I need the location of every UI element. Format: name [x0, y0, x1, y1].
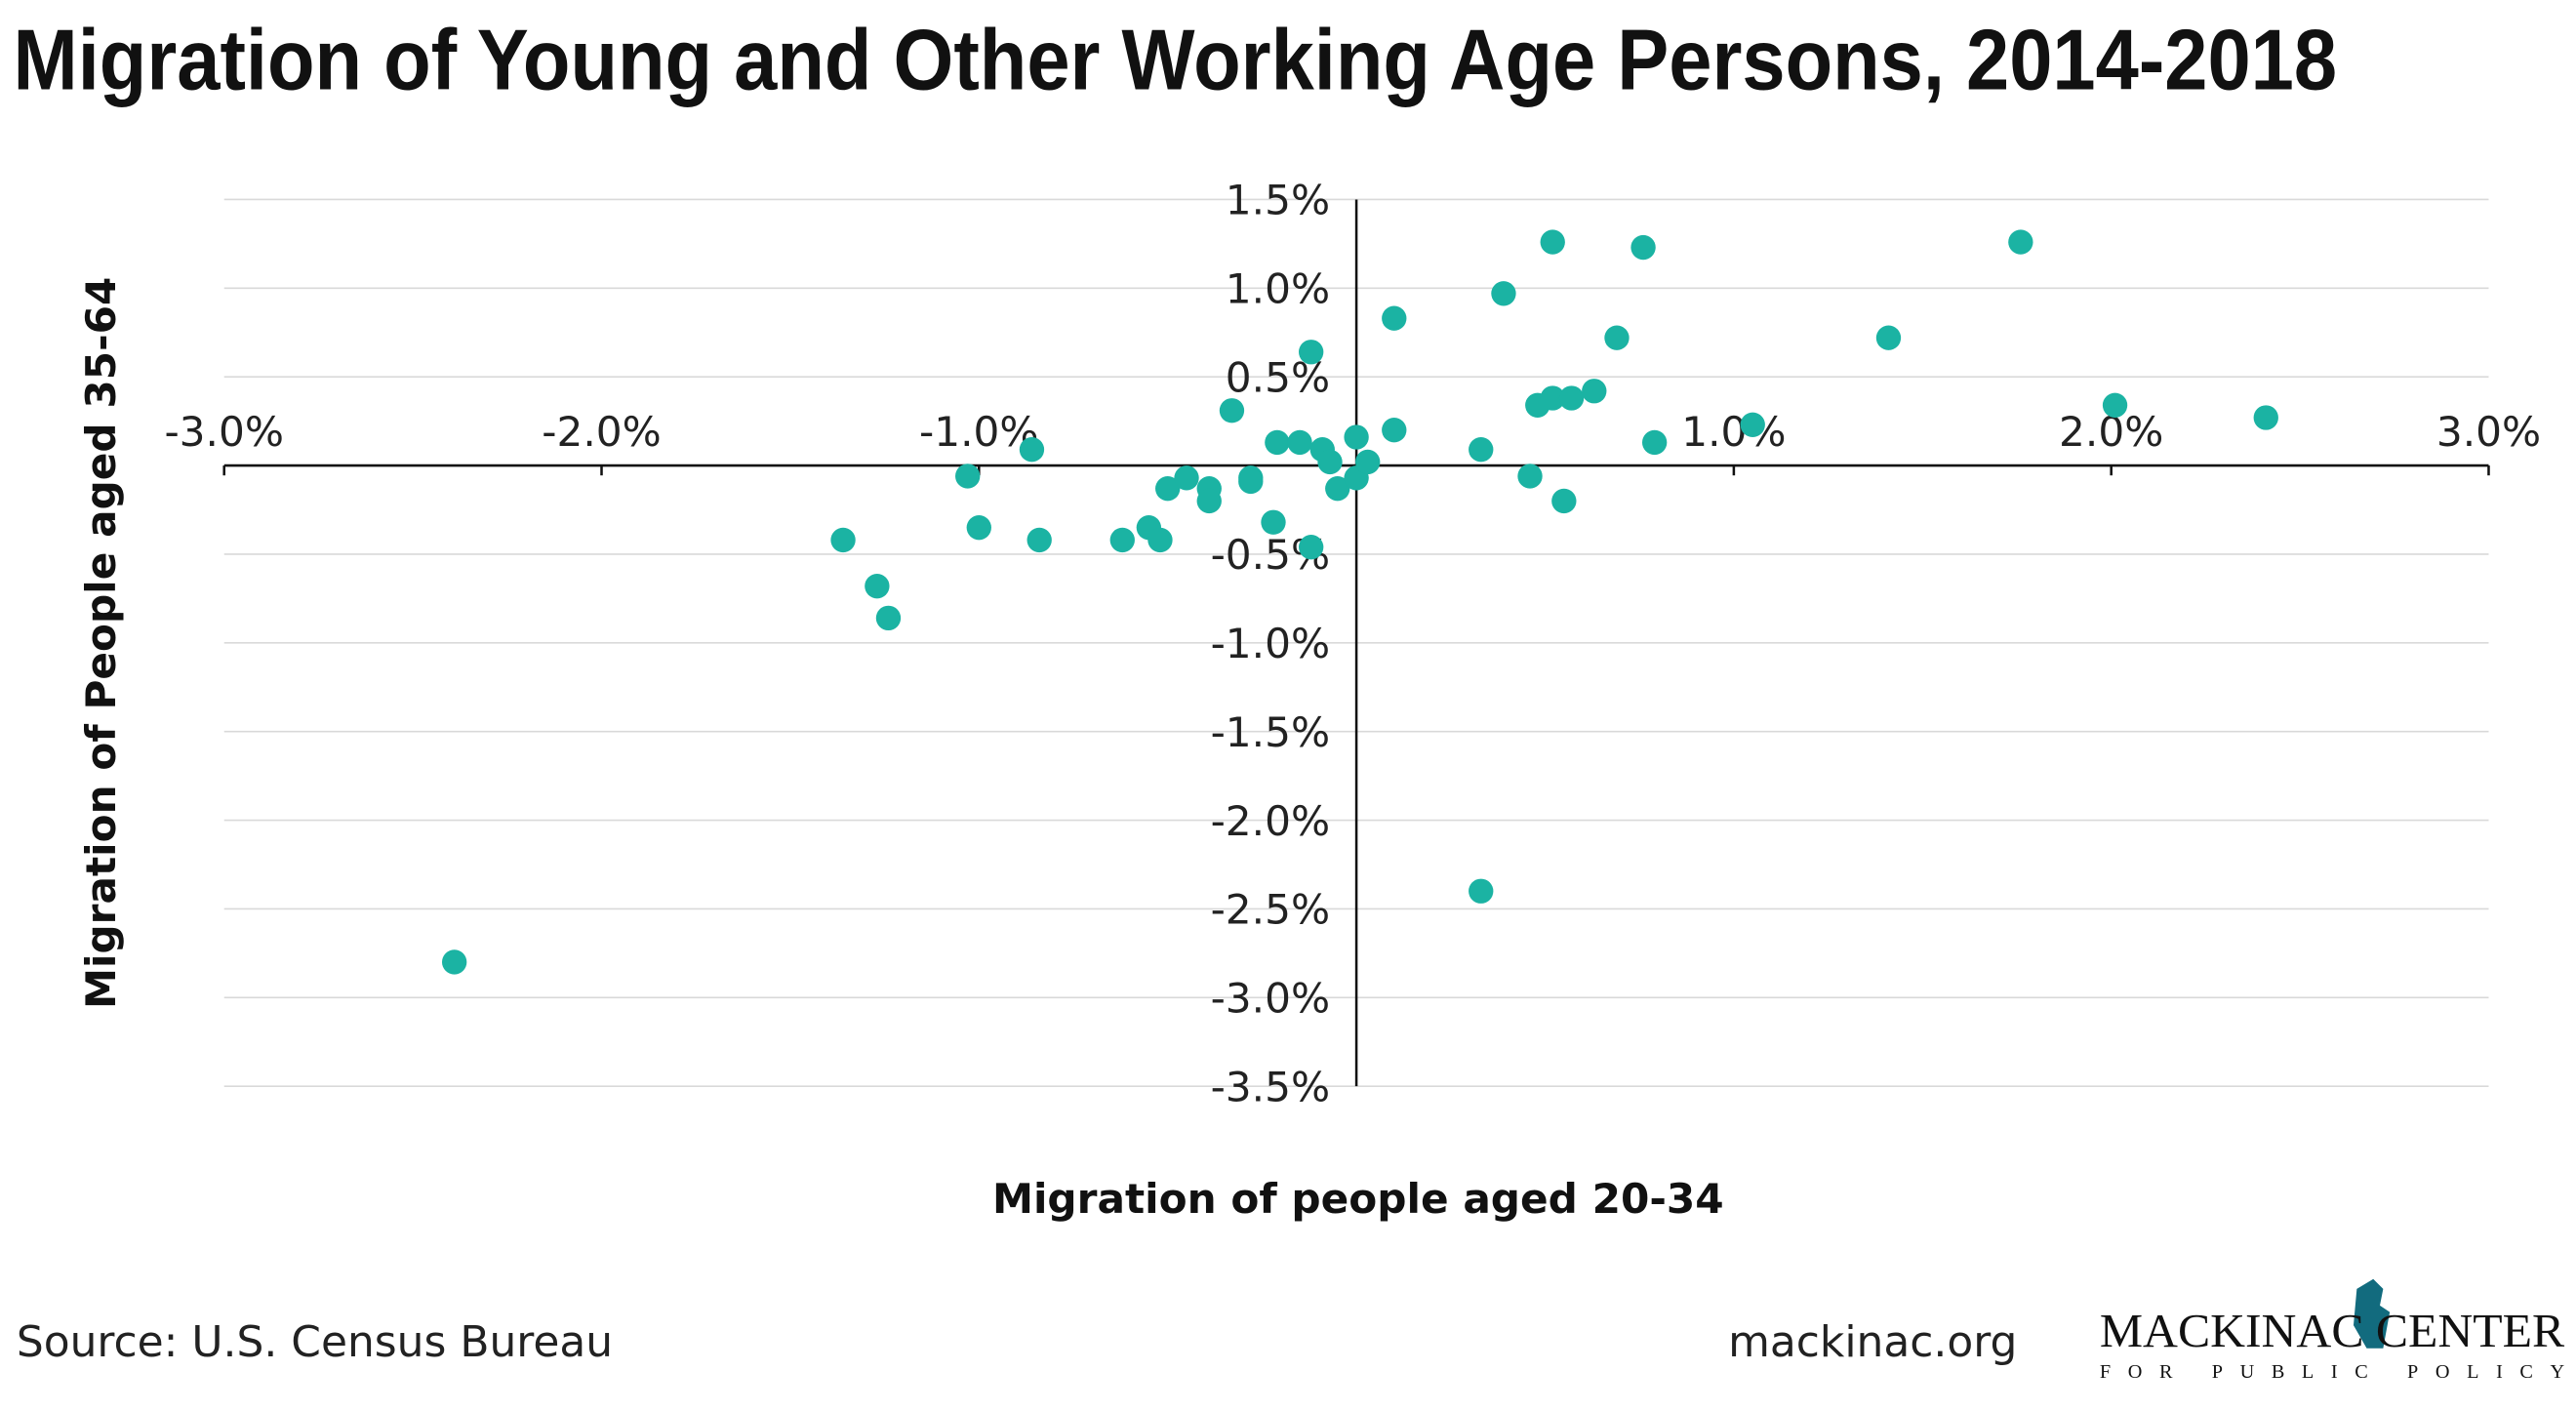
point	[2102, 392, 2128, 418]
point	[1875, 325, 1902, 350]
point	[1299, 340, 1324, 365]
y-tick-label: -3.5%	[1211, 1063, 1331, 1110]
point	[2253, 405, 2278, 430]
x-tick-label: 3.0%	[2436, 408, 2541, 456]
logo: MACKINAC CENTER FOR PUBLIC POLICY	[2100, 1278, 2565, 1383]
point	[1299, 535, 1324, 560]
point	[1287, 429, 1312, 456]
point	[1517, 464, 1543, 489]
chart-title: Migration of Young and Other Working Age…	[14, 11, 2338, 107]
point	[1491, 281, 1516, 306]
y-tick-label: -1.5%	[1211, 708, 1331, 756]
y-tick-label: -2.0%	[1211, 797, 1331, 845]
point	[1174, 465, 1199, 491]
point	[955, 464, 981, 489]
point	[1238, 468, 1264, 495]
source: Source: U.S. Census Bureau	[17, 1317, 613, 1367]
y-tick-label: 1.5%	[1226, 177, 1330, 224]
point	[875, 605, 902, 631]
point	[1261, 509, 1286, 535]
point	[1558, 385, 1585, 411]
logo-icon	[2353, 1278, 2391, 1349]
point	[1469, 437, 1494, 463]
point	[1469, 878, 1494, 904]
y-tick-label: -3.0%	[1211, 975, 1331, 1023]
x-tick-label: 1.0%	[1681, 408, 1786, 456]
y-tick-label: -2.5%	[1211, 886, 1331, 934]
x-tick-label: -2.0%	[542, 408, 662, 456]
y-tick-label: -1.0%	[1211, 620, 1331, 667]
y-axis-label: Migration of People aged 35-64	[77, 277, 125, 1009]
x-tick-label: -3.0%	[164, 408, 284, 456]
point	[1641, 429, 1668, 456]
logo-tagline: FOR PUBLIC POLICY	[2100, 1361, 2565, 1383]
point	[1540, 229, 1565, 255]
point	[1630, 234, 1656, 261]
point	[1109, 527, 1135, 553]
point	[1344, 424, 1369, 450]
point	[1582, 379, 1607, 404]
point	[1219, 398, 1245, 423]
point	[1196, 488, 1222, 514]
point	[1325, 476, 1350, 502]
point	[1382, 305, 1407, 331]
point	[1604, 325, 1630, 350]
point	[966, 515, 991, 541]
point	[1540, 385, 1565, 411]
point	[2008, 229, 2033, 255]
point	[1265, 429, 1290, 456]
point	[830, 527, 856, 553]
point	[1740, 412, 1765, 437]
x-axis-label: Migration of people aged 20-34	[992, 1175, 1724, 1223]
point	[1019, 437, 1045, 463]
point	[1317, 449, 1343, 475]
point	[441, 949, 467, 975]
point	[1551, 488, 1577, 514]
x-tick-label: -1.0%	[919, 408, 1039, 456]
point	[1147, 527, 1173, 553]
point	[1155, 476, 1181, 502]
point	[1355, 449, 1381, 475]
point	[1382, 418, 1407, 443]
website: mackinac.org	[1728, 1317, 2017, 1367]
point	[1026, 527, 1052, 553]
point	[865, 573, 890, 599]
y-tick-label: 1.0%	[1226, 265, 1330, 313]
logo-name: MACKINAC CENTER	[2100, 1304, 2565, 1357]
